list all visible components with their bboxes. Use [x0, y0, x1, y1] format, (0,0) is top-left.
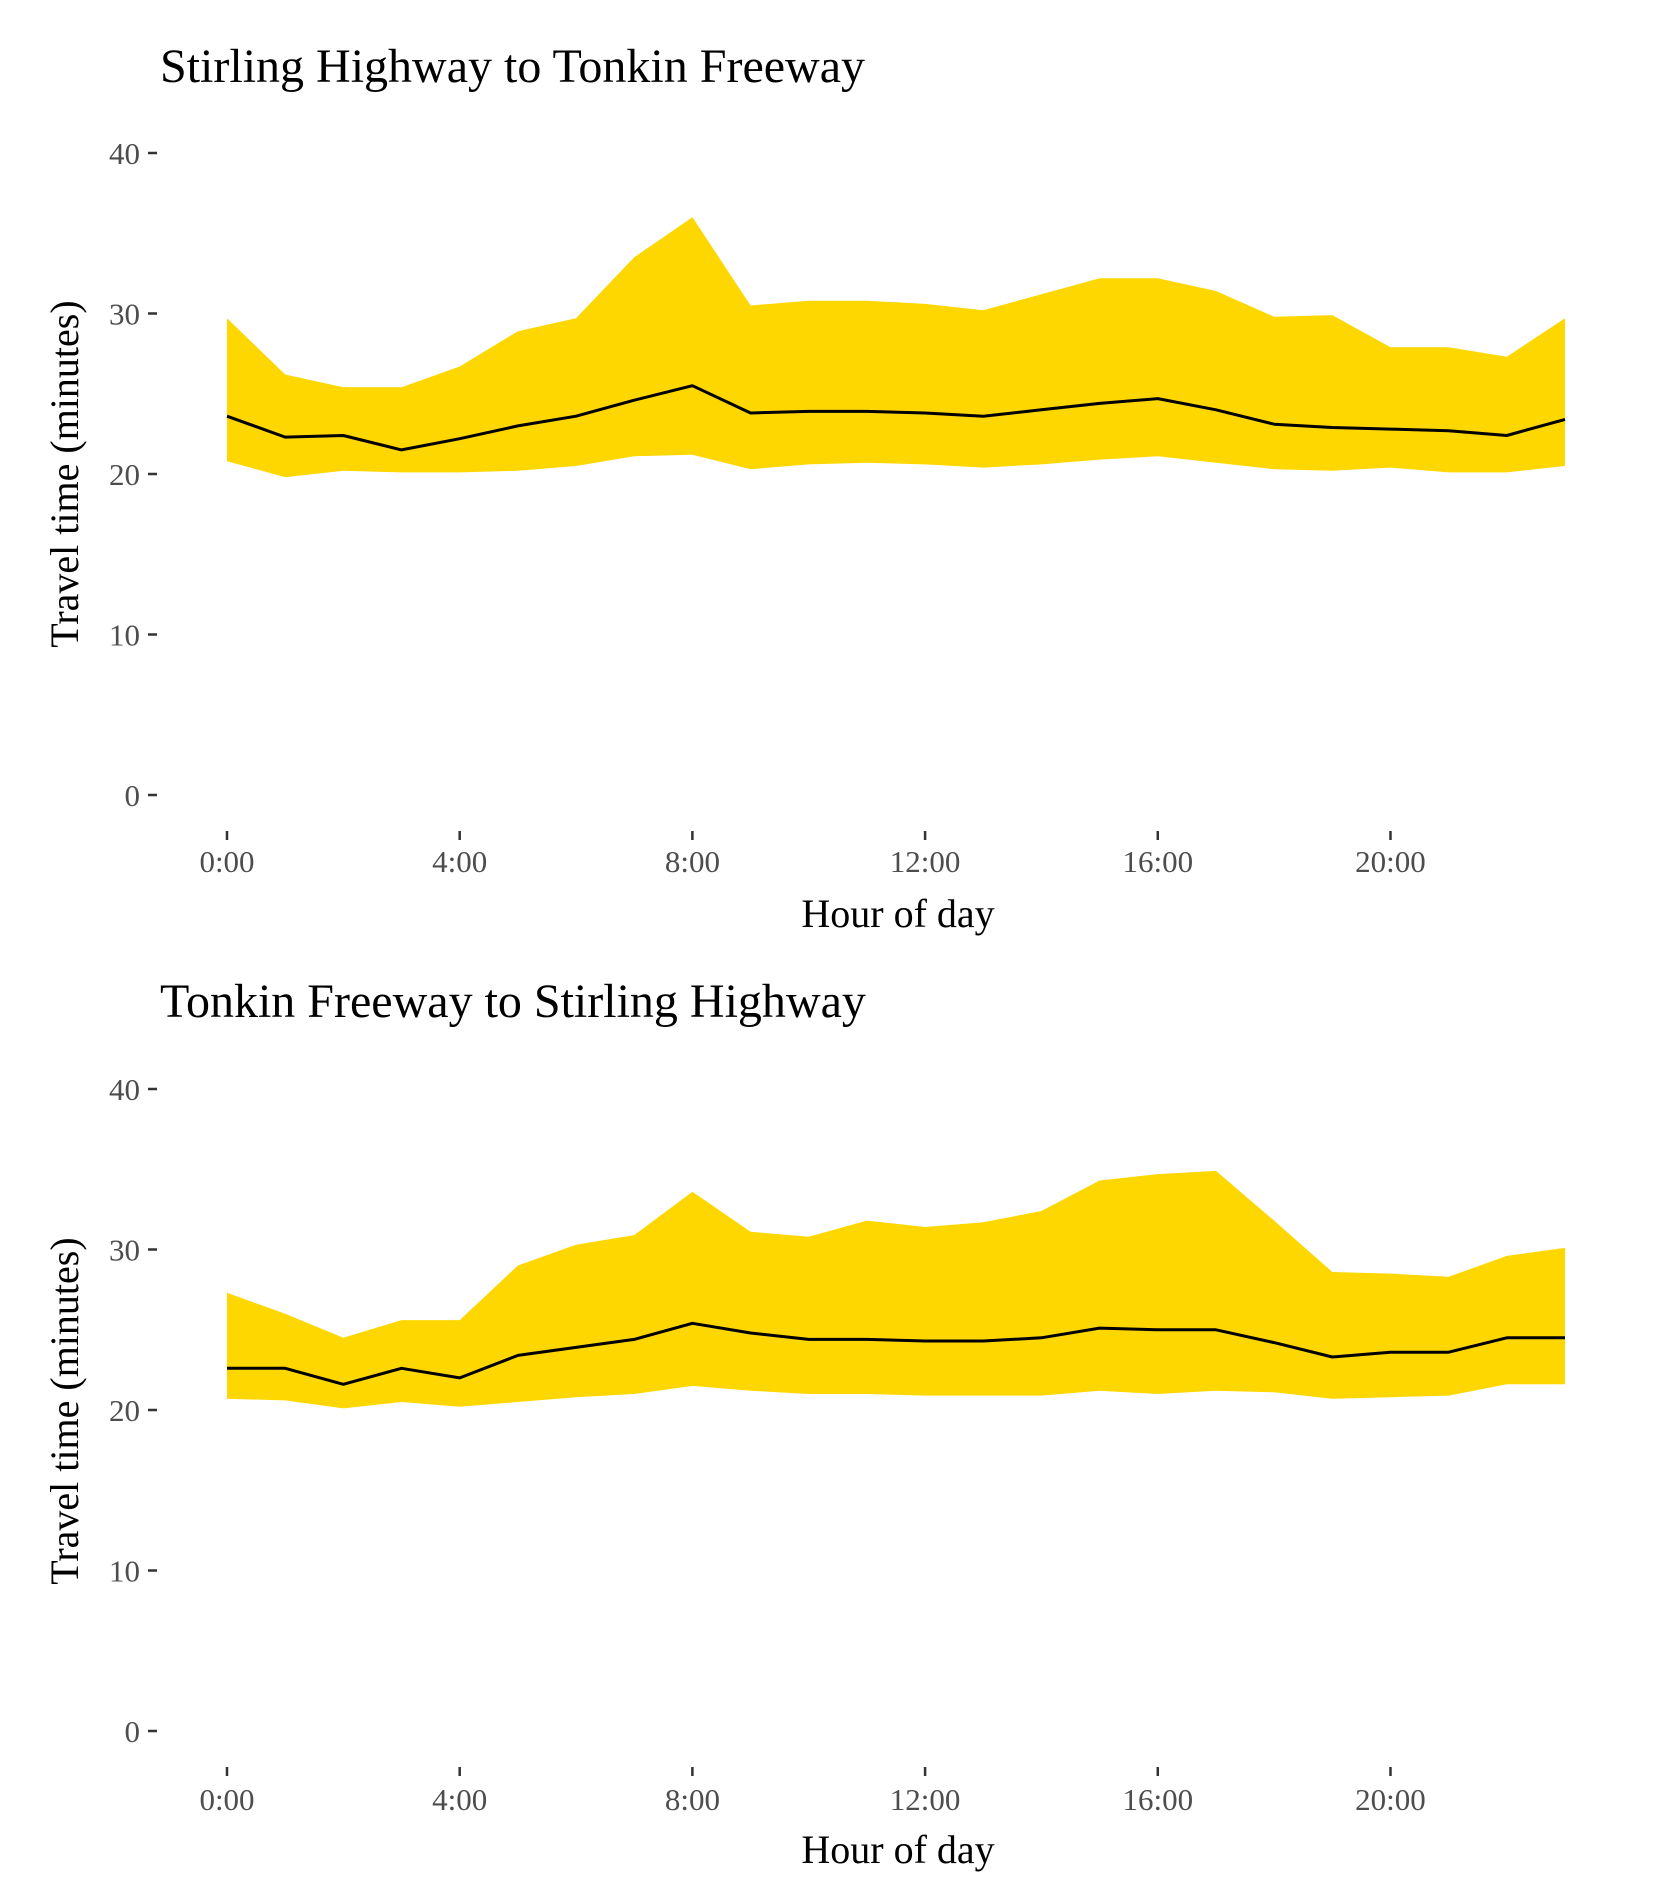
panel-tonkin-to-stirling: Tonkin Freeway to Stirling Highway Trave… — [42, 975, 1565, 1872]
x-tick-label: 8:00 — [665, 844, 720, 879]
y-tick-label: 30 — [109, 1233, 140, 1268]
x-tick-label: 20:00 — [1355, 1782, 1426, 1817]
y-tick-label: 0 — [125, 1714, 141, 1749]
x-tick-label: 4:00 — [432, 1782, 487, 1817]
plot-area: 0 10 20 30 40 0:00 4:00 8:00 12:00 16:00 20:00 — [109, 136, 1566, 879]
y-tick-label: 20 — [109, 1393, 140, 1428]
y-tick-label: 30 — [109, 297, 140, 332]
x-tick-label: 16:00 — [1122, 844, 1193, 879]
y-tick-label: 40 — [109, 136, 140, 171]
y-axis-label: Travel time (minutes) — [42, 300, 87, 647]
chart-title: Tonkin Freeway to Stirling Highway — [160, 975, 866, 1028]
y-axis-label: Travel time (minutes) — [42, 1237, 87, 1584]
x-tick-label: 20:00 — [1355, 844, 1426, 879]
x-tick-label: 16:00 — [1122, 1782, 1193, 1817]
x-tick-label: 4:00 — [432, 844, 487, 879]
x-axis-label: Hour of day — [801, 1827, 994, 1872]
median-line — [226, 384, 1566, 452]
x-tick-label: 0:00 — [199, 844, 254, 879]
y-tick-label: 10 — [109, 1554, 140, 1589]
y-tick-label: 40 — [109, 1072, 140, 1107]
x-axis-label: Hour of day — [801, 891, 994, 936]
x-tick-label: 12:00 — [890, 844, 961, 879]
x-tick-label: 8:00 — [665, 1782, 720, 1817]
x-tick-label: 0:00 — [199, 1782, 254, 1817]
median-line — [227, 1321, 1565, 1386]
y-tick-label: 0 — [125, 778, 141, 813]
chart-title: Stirling Highway to Tonkin Freeway — [160, 40, 865, 93]
y-tick-label: 10 — [109, 618, 140, 653]
x-tick-label: 12:00 — [890, 1782, 961, 1817]
panel-stirling-to-tonkin: Stirling Highway to Tonkin Freeway Trave… — [42, 40, 1566, 936]
y-tick-label: 20 — [109, 457, 140, 492]
plot-area: 0 10 20 30 40 0:00 4:00 8:00 12:00 16:00 20:00 — [109, 1072, 1565, 1817]
